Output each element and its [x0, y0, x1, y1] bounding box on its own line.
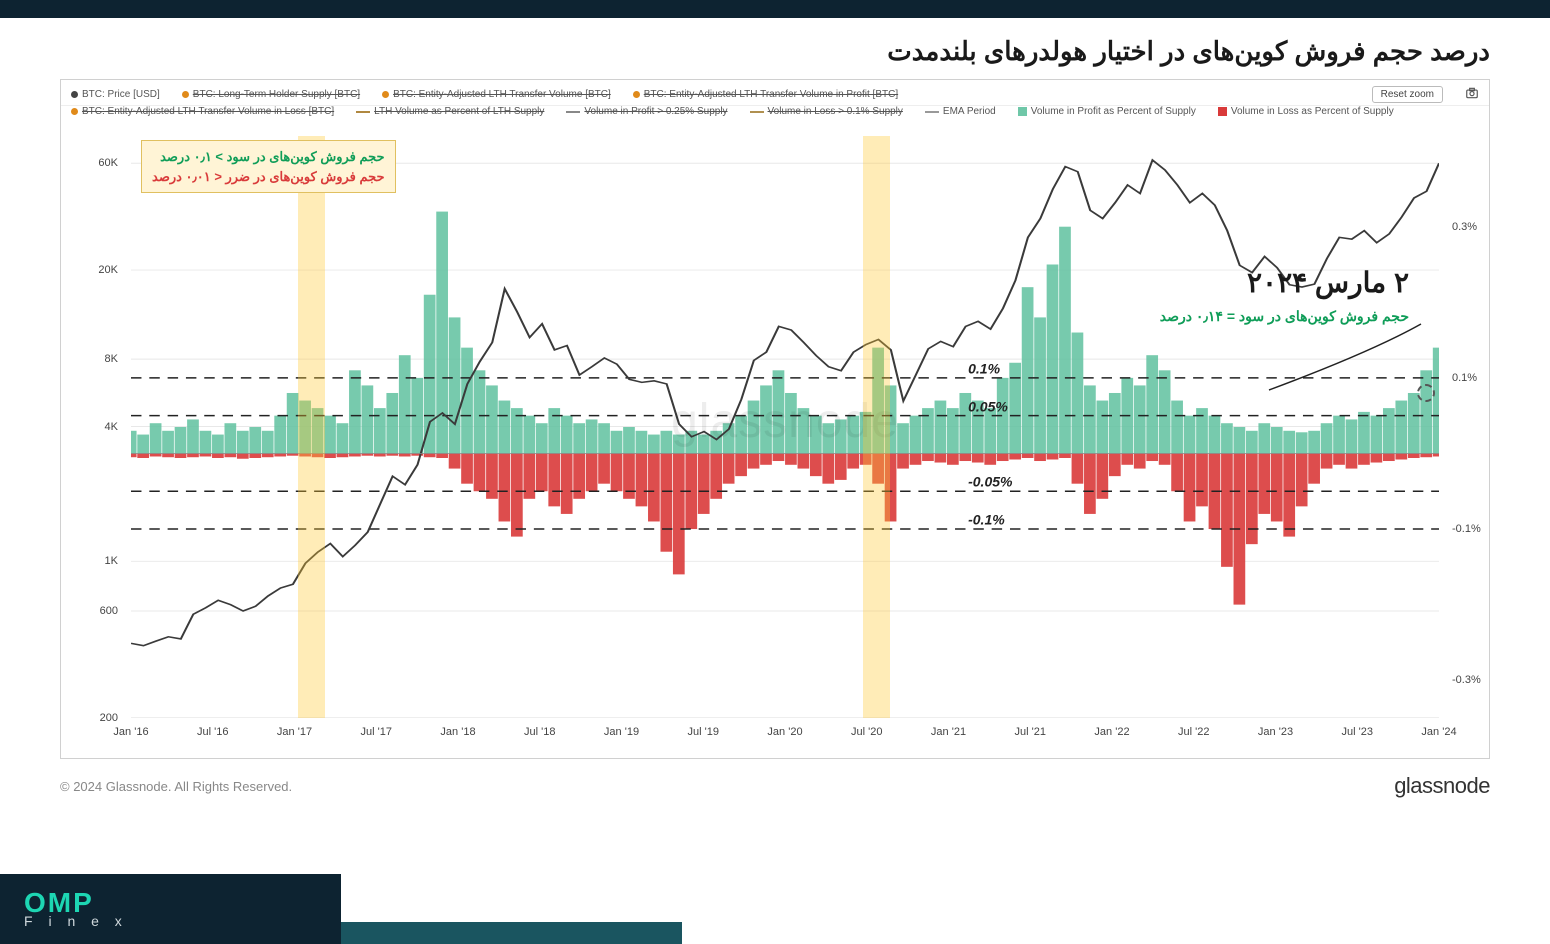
x-tick: Jul '17	[361, 726, 392, 738]
legend-item[interactable]: EMA Period	[925, 106, 996, 117]
x-tick: Jul '16	[197, 726, 228, 738]
info-line-loss: حجم فروش کوین‌های در ضرر < ۰٫۰۱ درصد	[152, 167, 385, 187]
x-tick: Jan '22	[1094, 726, 1129, 738]
x-tick: Jul '19	[688, 726, 719, 738]
x-tick: Jan '16	[113, 726, 148, 738]
ref-label--0.05: -0.05%	[968, 474, 1012, 490]
y-axis-right: -0.3% -0.1% 0.1% 0.3%	[1444, 136, 1489, 718]
y-left-tick: 600	[100, 605, 118, 617]
legend-label: Volume in Loss > 0.1% Supply	[768, 106, 903, 117]
page-title: درصد حجم فروش کوین‌های در اختیار هولدرها…	[60, 36, 1490, 67]
top-bar	[0, 0, 1550, 18]
y-left-tick: 20K	[98, 264, 118, 276]
legend-label: BTC: Long-Term Holder Supply [BTC]	[193, 89, 360, 100]
legend-item[interactable]: BTC: Price [USD]	[71, 89, 160, 100]
y-left-tick: 200	[100, 712, 118, 724]
plot-area: glassnode حجم فروش کوین‌های در سود > ۰٫۱…	[131, 136, 1439, 718]
x-tick: Jan '18	[440, 726, 475, 738]
finex-text: F i n e x	[24, 915, 128, 928]
y-left-tick: 1K	[105, 555, 118, 567]
x-tick: Jul '18	[524, 726, 555, 738]
y-right-tick: 0.3%	[1452, 221, 1477, 233]
title-area: درصد حجم فروش کوین‌های در اختیار هولدرها…	[0, 18, 1550, 79]
legend-swatch	[71, 91, 78, 98]
ref-label-0.05: 0.05%	[968, 398, 1008, 414]
target-marker	[1417, 384, 1435, 402]
ref-label-0.1: 0.1%	[968, 360, 1000, 376]
y-right-tick: 0.1%	[1452, 372, 1477, 384]
legend-item[interactable]: BTC: Entity-Adjusted LTH Transfer Volume…	[71, 106, 334, 117]
x-tick: Jul '22	[1178, 726, 1209, 738]
legend-label: Volume in Profit as Percent of Supply	[1031, 106, 1196, 117]
glassnode-logo: glassnode	[1394, 773, 1490, 799]
legend-item[interactable]: LTH Volume as Percent of LTH Supply	[356, 106, 544, 117]
x-tick: Jan '19	[604, 726, 639, 738]
reset-zoom-button[interactable]: Reset zoom	[1372, 86, 1443, 103]
footer-row: © 2024 Glassnode. All Rights Reserved. g…	[0, 759, 1550, 799]
legend-swatch	[633, 91, 640, 98]
legend-swatch	[1218, 107, 1227, 116]
x-tick: Jul '23	[1342, 726, 1373, 738]
ref-label--0.1: -0.1%	[968, 511, 1005, 527]
legend-label: LTH Volume as Percent of LTH Supply	[374, 106, 544, 117]
legend-swatch	[382, 91, 389, 98]
legend-swatch	[1018, 107, 1027, 116]
info-box: حجم فروش کوین‌های در سود > ۰٫۱ درصد حجم …	[141, 140, 396, 193]
bottom-banner: OMP F i n e x	[0, 874, 1550, 944]
legend-swatch	[750, 111, 764, 113]
y-left-tick: 8K	[105, 353, 118, 365]
legend-swatch	[566, 111, 580, 113]
legend-item[interactable]: Volume in Loss > 0.1% Supply	[750, 106, 903, 117]
legend-label: BTC: Entity-Adjusted LTH Transfer Volume…	[393, 89, 611, 100]
legend-item[interactable]: Volume in Profit as Percent of Supply	[1018, 106, 1196, 117]
legend-row-2: BTC: Entity-Adjusted LTH Transfer Volume…	[61, 106, 1489, 119]
legend-swatch	[925, 111, 939, 113]
y-right-tick: -0.3%	[1452, 674, 1481, 686]
legend-swatch	[356, 111, 370, 113]
legend-row-1: BTC: Price [USD] BTC: Long-Term Holder Su…	[61, 80, 1489, 106]
legend-label: Volume in Loss as Percent of Supply	[1231, 106, 1394, 117]
legend-label: EMA Period	[943, 106, 996, 117]
legend-item[interactable]: BTC: Long-Term Holder Supply [BTC]	[182, 89, 360, 100]
x-tick: Jan '23	[1258, 726, 1293, 738]
x-tick: Jul '20	[851, 726, 882, 738]
legend-swatch	[182, 91, 189, 98]
legend-item[interactable]: Volume in Profit > 0.25% Supply	[566, 106, 727, 117]
banner-main: OMP F i n e x	[0, 874, 341, 944]
x-tick: Jan '17	[277, 726, 312, 738]
y-axis-left: 2006001K4K8K20K60K	[61, 136, 126, 718]
legend-label: BTC: Entity-Adjusted LTH Transfer Volume…	[82, 106, 334, 117]
highlight-band	[863, 136, 889, 718]
camera-icon[interactable]	[1465, 86, 1479, 103]
profit-annotation: حجم فروش کوین‌های در سود = ۰٫۱۴ درصد	[1160, 308, 1409, 325]
plot-svg	[131, 136, 1439, 718]
info-line-profit: حجم فروش کوین‌های در سود > ۰٫۱ درصد	[152, 147, 385, 167]
x-tick: Jan '21	[931, 726, 966, 738]
y-left-tick: 4K	[105, 421, 118, 433]
legend-label: BTC: Price [USD]	[82, 89, 160, 100]
legend-item[interactable]: Volume in Loss as Percent of Supply	[1218, 106, 1394, 117]
x-tick: Jul '21	[1015, 726, 1046, 738]
y-right-tick: -0.1%	[1452, 523, 1481, 535]
chart-container: BTC: Price [USD] BTC: Long-Term Holder Su…	[60, 79, 1490, 759]
x-tick: Jan '20	[767, 726, 802, 738]
omp-logo: OMP F i n e x	[24, 890, 128, 928]
x-tick: Jan '24	[1421, 726, 1456, 738]
x-axis: Jan '16Jul '16Jan '17Jul '17Jan '18Jul '…	[131, 726, 1439, 746]
legend-label: BTC: Entity-Adjusted LTH Transfer Volume…	[644, 89, 898, 100]
legend-swatch	[71, 108, 78, 115]
date-annotation: ۲ مارس ۲۰۲۴	[1247, 266, 1409, 299]
legend-item[interactable]: BTC: Entity-Adjusted LTH Transfer Volume…	[633, 89, 898, 100]
legend-item[interactable]: BTC: Entity-Adjusted LTH Transfer Volume…	[382, 89, 611, 100]
y-left-tick: 60K	[98, 157, 118, 169]
legend-label: Volume in Profit > 0.25% Supply	[584, 106, 727, 117]
highlight-band	[298, 136, 324, 718]
copyright-text: © 2024 Glassnode. All Rights Reserved.	[60, 779, 292, 794]
